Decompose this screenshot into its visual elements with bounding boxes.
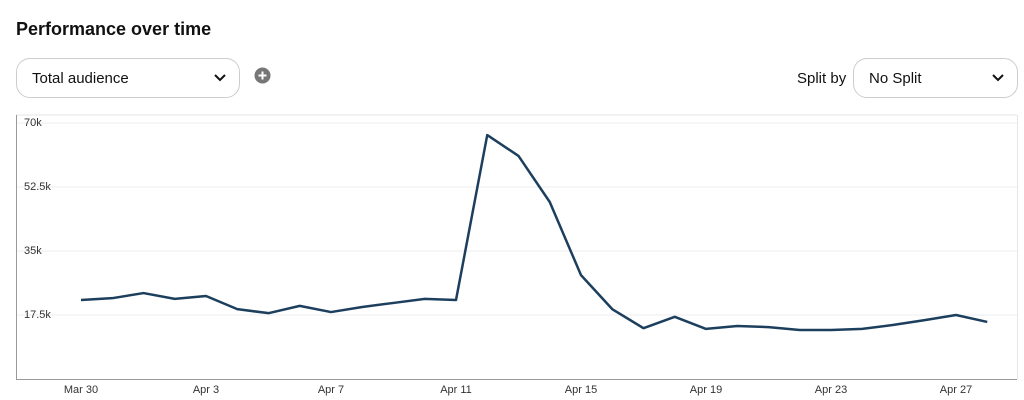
x-tick-label: Apr 15	[565, 384, 597, 396]
x-tick-label: Apr 27	[940, 384, 972, 396]
chevron	[214, 74, 226, 82]
y-tick-label: 17.5k	[24, 309, 51, 321]
x-tick-label: Apr 11	[440, 384, 472, 396]
title: Performance over time	[16, 19, 212, 39]
split-dropdown[interactable]: No Split	[853, 58, 1018, 98]
metric-dropdown[interactable]: Total audience	[16, 58, 240, 98]
y-tick-label: 70k	[24, 117, 42, 129]
split-label: Split by	[797, 70, 847, 87]
metric-value: Total audience	[32, 69, 129, 87]
split-value: No Split	[869, 69, 922, 87]
x-tick-label: Apr 3	[193, 384, 219, 396]
add-button[interactable]	[254, 67, 271, 84]
x-tick-label: Apr 23	[815, 384, 847, 396]
x-tick-label: Mar 30	[64, 384, 98, 396]
x-tick-label: Apr 19	[690, 384, 722, 396]
y-tick-label: 35k	[24, 245, 42, 257]
x-tick-label: Apr 7	[318, 384, 344, 396]
line-series	[80, 133, 988, 332]
y-tick-label: 52.5k	[24, 181, 51, 193]
chevron	[992, 74, 1004, 82]
